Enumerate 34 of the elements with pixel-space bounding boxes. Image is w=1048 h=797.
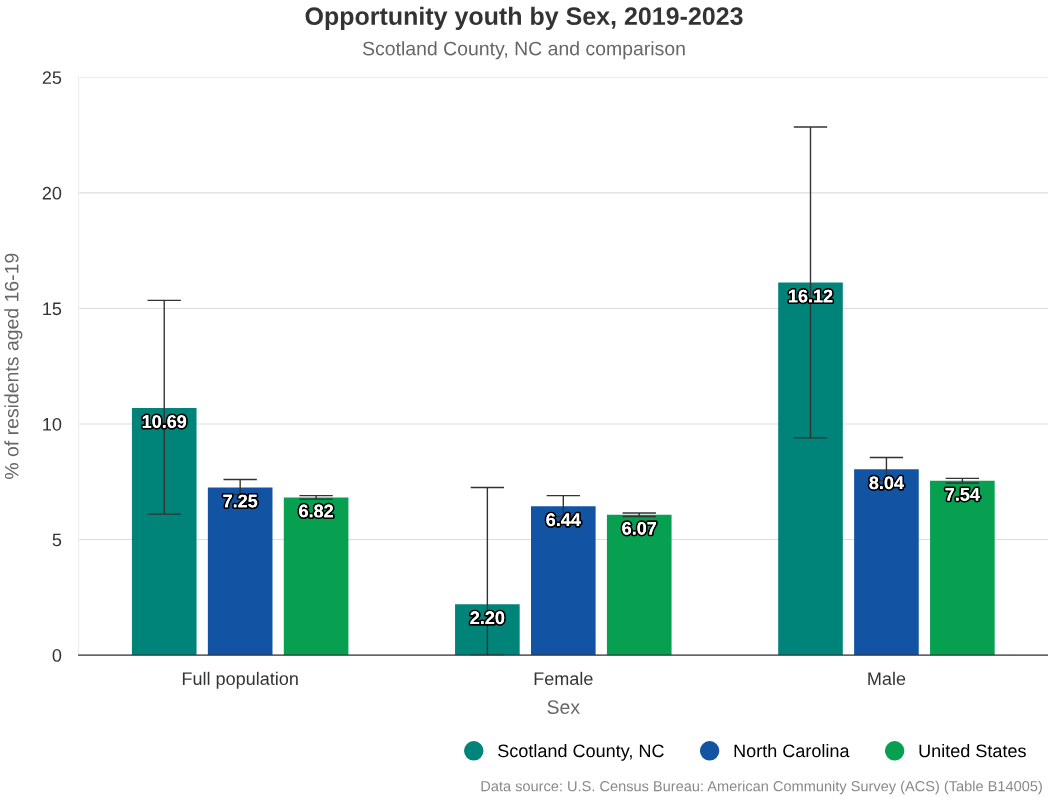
x-tick-label: Full population: [182, 671, 298, 689]
x-axis-title: Sex: [547, 700, 580, 715]
data-label: 8.04: [869, 476, 904, 490]
data-label: 6.44: [546, 513, 581, 527]
bar: [606, 514, 672, 656]
y-tick-label: 5: [52, 533, 62, 547]
x-tick-label: Female: [534, 671, 593, 686]
data-label: 7.54: [945, 488, 980, 501]
chart-title: Opportunity youth by Sex, 2019-2023: [305, 6, 743, 30]
data-label: 16.12: [789, 289, 833, 303]
data-label: 6.07: [622, 521, 657, 535]
x-tick-label: Male: [868, 671, 906, 686]
data-label: 7.25: [223, 494, 258, 508]
data-label: 6.82: [299, 504, 333, 518]
legend-label: United States: [919, 743, 1026, 758]
legend-label: North Carolina: [734, 743, 850, 758]
bar: [854, 469, 919, 656]
y-tick-label: 25: [42, 71, 62, 85]
bar: [207, 487, 273, 656]
chart-subtitle: Scotland County, NC and comparison: [362, 41, 685, 60]
legend-label: Scotland County, NC: [498, 743, 664, 761]
y-tick-label: 20: [42, 186, 62, 200]
bar: [930, 480, 995, 656]
bar: [131, 408, 197, 656]
y-tick-label: 0: [52, 649, 62, 662]
source-note: Data source: U.S. Census Bureau: American Community Survey (ACS) (Table B14005): [481, 780, 1042, 795]
bar: [283, 497, 349, 656]
bar: [530, 506, 596, 656]
y-tick-label: 15: [43, 302, 62, 316]
y-tick-label: 10: [43, 417, 62, 431]
bar: [778, 282, 843, 656]
y-axis-title: % of residents aged 16-19: [4, 253, 23, 480]
data-label: 10.69: [142, 415, 187, 428]
data-label: 2.20: [470, 611, 505, 625]
